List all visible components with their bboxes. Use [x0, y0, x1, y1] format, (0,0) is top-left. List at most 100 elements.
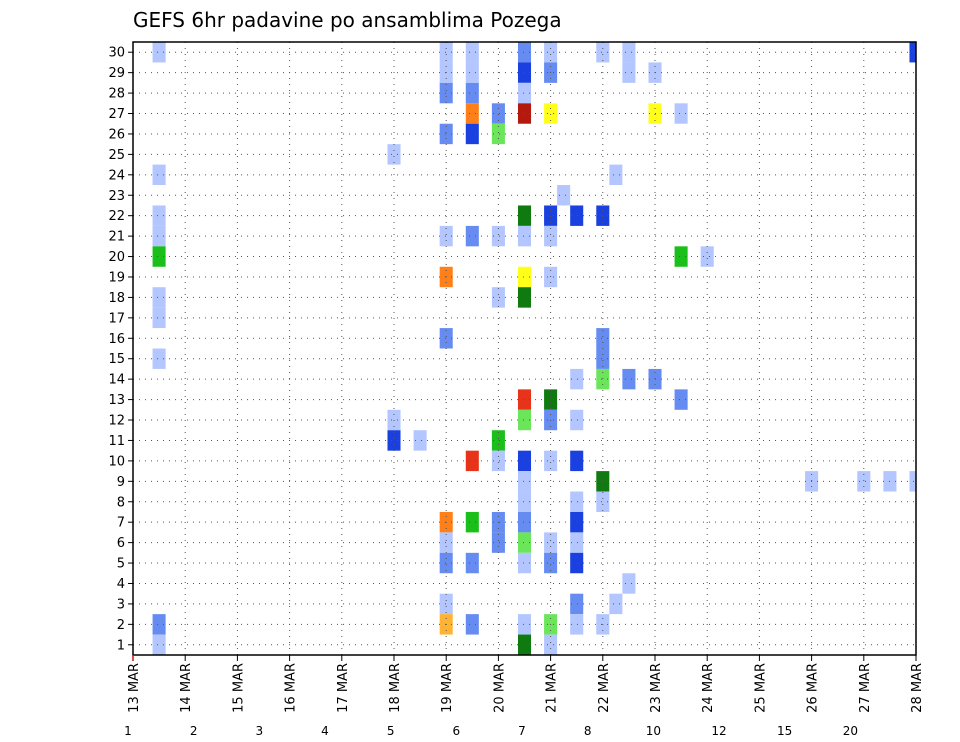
ticks-layer: 1234567891011121314151617181920212223242… [108, 46, 925, 713]
precip-cell [152, 348, 166, 369]
y-tick-label: 25 [108, 148, 125, 163]
precip-cell [517, 266, 532, 288]
precip-cell [674, 389, 688, 410]
x-tick-label: 19 MAR [440, 663, 455, 713]
precip-cell [570, 532, 584, 553]
precip-cell [517, 287, 532, 308]
precip-cell [517, 62, 532, 83]
precip-cell [387, 430, 401, 451]
precip-cell [622, 42, 636, 63]
precip-cell [570, 511, 584, 533]
colorbar-label: 2 [190, 724, 198, 738]
x-tick-label: 18 MAR [388, 663, 403, 713]
precip-cell [439, 42, 453, 63]
precip-cell [570, 409, 584, 431]
precip-cell [439, 532, 453, 553]
precip-cell [465, 82, 479, 104]
colorbar-label: 12 [711, 724, 726, 738]
precip-cell [857, 471, 871, 492]
precip-cell [491, 532, 505, 553]
y-tick-label: 22 [108, 209, 125, 224]
precip-cell [439, 328, 453, 349]
precip-cell [622, 368, 636, 390]
precip-cell [557, 185, 571, 206]
colorbar-label: 4 [321, 724, 329, 738]
y-tick-label: 4 [117, 577, 125, 592]
colorbar-label: 7 [518, 724, 526, 738]
precip-cell [544, 552, 558, 574]
precip-cell [544, 103, 558, 124]
y-tick-label: 6 [117, 536, 125, 551]
precip-cell [465, 511, 479, 533]
precip-cell [909, 42, 916, 63]
precip-cell [674, 246, 688, 267]
precip-cell [570, 593, 584, 615]
precip-cell [517, 205, 532, 226]
precip-cell [152, 307, 166, 329]
precip-cell [517, 634, 532, 655]
precip-cell [152, 205, 166, 226]
y-tick-label: 2 [117, 618, 125, 633]
precip-cell [909, 471, 916, 492]
colorbar-label: 15 [777, 724, 792, 738]
precip-cell [413, 430, 427, 451]
precip-cell [570, 491, 584, 512]
precip-cell [544, 205, 558, 226]
y-tick-label: 15 [108, 352, 125, 367]
y-tick-label: 13 [108, 393, 125, 408]
precip-cell [622, 62, 636, 83]
precip-cell [570, 614, 584, 635]
precip-cell [544, 532, 558, 553]
precip-cell [465, 103, 479, 124]
precip-cell [596, 42, 610, 63]
y-tick-label: 5 [117, 557, 125, 572]
x-tick-label: 22 MAR [597, 663, 612, 713]
precip-cell [570, 368, 584, 390]
precip-cell [596, 368, 610, 390]
precip-cell [152, 287, 166, 308]
plot-frame [132, 41, 917, 656]
precip-cell [152, 246, 166, 267]
y-tick-label: 1 [117, 638, 125, 653]
x-tick-label: 25 MAR [753, 663, 768, 713]
precip-cell [491, 430, 505, 451]
y-tick-label: 20 [108, 250, 125, 265]
precip-cell [465, 614, 479, 635]
precip-cell [517, 532, 532, 553]
y-tick-label: 26 [108, 127, 125, 142]
precip-cell [491, 225, 505, 247]
precip-cell [517, 42, 532, 63]
precip-cell [465, 450, 479, 472]
precip-cell [544, 42, 558, 63]
colorbar-label: 6 [453, 724, 461, 738]
x-tick-label: 13 MAR [127, 663, 142, 713]
precip-cell [491, 450, 505, 472]
x-tick-label: 21 MAR [545, 663, 560, 713]
y-tick-label: 21 [108, 230, 125, 245]
colorbar-label: 5 [387, 724, 395, 738]
y-tick-label: 28 [108, 87, 125, 102]
colorbar-label: 8 [584, 724, 592, 738]
precip-cell [622, 573, 636, 594]
y-tick-label: 12 [108, 414, 125, 429]
precip-cell [674, 103, 688, 124]
precip-cell [517, 491, 532, 512]
precip-cell [570, 450, 584, 472]
precip-cell [544, 225, 558, 247]
y-tick-label: 8 [117, 495, 125, 510]
y-tick-label: 29 [108, 66, 125, 81]
precip-cell [517, 409, 532, 431]
y-tick-label: 17 [108, 311, 125, 326]
y-tick-label: 27 [108, 107, 125, 122]
precip-cell [465, 552, 479, 574]
x-tick-label: 26 MAR [806, 663, 821, 713]
precip-cell [544, 389, 558, 410]
precip-cell [517, 450, 532, 472]
precip-cell [439, 82, 453, 104]
precip-cell [152, 164, 166, 186]
precip-cell [465, 225, 479, 247]
precip-cell [544, 634, 558, 655]
precip-cell [491, 123, 505, 145]
precip-cell [596, 328, 610, 349]
